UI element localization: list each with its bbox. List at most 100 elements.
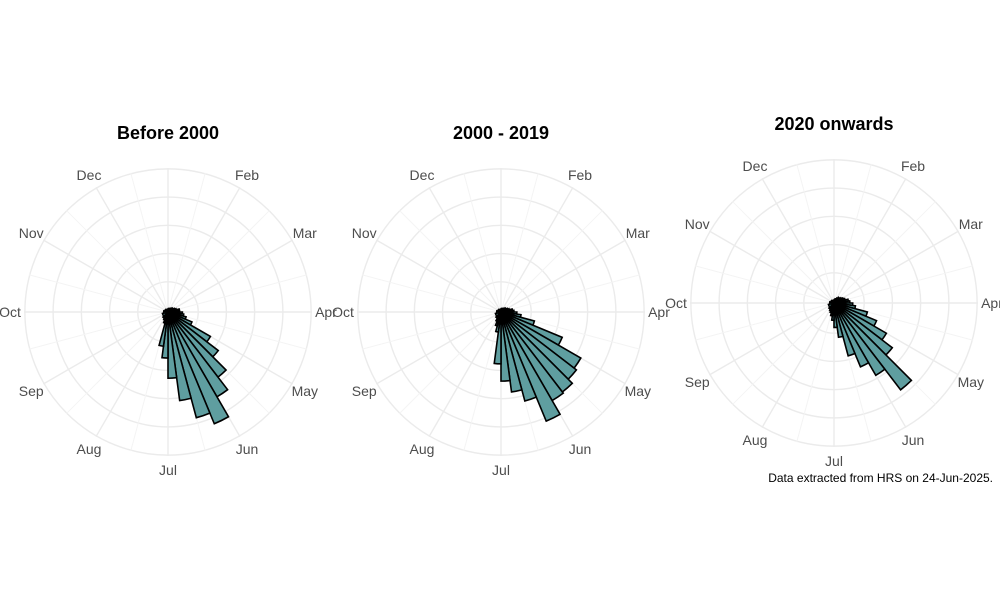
grid-spoke-minor [361, 311, 502, 350]
month-label-mar: Mar [626, 225, 650, 241]
panel-title: 2000 - 2019 [453, 123, 549, 143]
grid-spoke-minor [833, 265, 974, 304]
month-label-jul: Jul [492, 462, 510, 478]
month-label-oct: Oct [665, 295, 687, 311]
petal-bar [167, 311, 178, 380]
month-label-dec: Dec [410, 167, 435, 183]
grid-spoke [500, 186, 574, 313]
grid-spoke-minor [361, 274, 502, 313]
month-label-apr: Apr [981, 295, 1000, 311]
petal-bar [832, 299, 835, 304]
grid-spoke-minor [796, 302, 835, 443]
grid-spoke-minor [500, 274, 641, 313]
grid-spoke [833, 230, 960, 304]
petal-bar [499, 308, 502, 313]
month-label-dec: Dec [743, 158, 768, 174]
grid-spoke [167, 239, 294, 313]
month-label-may: May [958, 374, 984, 390]
grid-spoke-minor [694, 302, 835, 341]
petal-bar [500, 311, 538, 403]
grid-spoke [375, 311, 502, 385]
caption: Data extracted from HRS on 24-Jun-2025. [768, 471, 993, 485]
polar-grid [357, 168, 645, 456]
grid-spoke-minor [167, 209, 271, 313]
month-label-may: May [292, 383, 318, 399]
month-label-sep: Sep [19, 383, 44, 399]
grid-spoke [761, 177, 835, 304]
panel-2020-onwards: 2020 onwards Feb Mar Apr May Jun Jul Aug Sep Oct… [665, 114, 1000, 469]
month-label-nov: Nov [352, 225, 377, 241]
month-labels: Feb Mar Apr May Jun Jul Aug Sep Oct Nov Dec [0, 167, 337, 478]
panel-title: 2020 onwards [774, 114, 893, 134]
grid-spoke-minor [167, 172, 206, 313]
grid-spoke-minor [731, 200, 835, 304]
petal-bar [166, 308, 169, 313]
petal-bar [833, 302, 856, 357]
grid-spoke-minor [500, 172, 539, 313]
month-label-aug: Aug [410, 441, 435, 457]
grid-spoke [833, 177, 907, 304]
grid-spoke [167, 186, 241, 313]
month-label-jun: Jun [569, 441, 592, 457]
month-label-jun: Jun [902, 432, 925, 448]
grid-spoke-minor [167, 311, 308, 350]
month-label-aug: Aug [743, 432, 768, 448]
month-label-sep: Sep [685, 374, 710, 390]
month-label-feb: Feb [901, 158, 925, 174]
grid-spoke-minor [130, 172, 169, 313]
month-label-dec: Dec [77, 167, 102, 183]
petal-bar [500, 311, 562, 423]
grid-spoke-minor [833, 200, 937, 304]
grid-spoke [95, 311, 169, 438]
panel-before-2000: Before 2000 Feb Mar Apr May Jun Jul Aug Sep Oct N… [0, 123, 337, 478]
petal-bar [833, 302, 844, 339]
month-label-aug: Aug [77, 441, 102, 457]
grid-spoke [708, 302, 835, 376]
month-label-oct: Oct [0, 304, 21, 320]
grid-spoke-minor [65, 209, 169, 313]
panel-title: Before 2000 [117, 123, 219, 143]
grid-spoke-minor [463, 311, 502, 452]
month-labels: Feb Mar Apr May Jun Jul Aug Sep Oct Nov Dec [332, 167, 670, 478]
month-label-may: May [625, 383, 651, 399]
month-label-sep: Sep [352, 383, 377, 399]
month-label-mar: Mar [959, 216, 983, 232]
petal-bar [500, 311, 523, 393]
panel-2000-2019: 2000 - 2019 Feb Mar Apr May Jun Jul Aug Sep Oct N… [332, 123, 670, 478]
grid-spoke-minor [833, 163, 872, 304]
grid-spoke-minor [398, 311, 502, 415]
grid-spoke-minor [28, 311, 169, 350]
grid-spoke [500, 239, 627, 313]
grid-spoke [42, 239, 169, 313]
month-label-feb: Feb [568, 167, 592, 183]
month-label-jun: Jun [236, 441, 259, 457]
grid-spoke-minor [463, 172, 502, 313]
grid-spoke-minor [731, 302, 835, 406]
month-label-jul: Jul [825, 453, 843, 469]
grid-spoke [428, 311, 502, 438]
petal-bar [833, 302, 870, 368]
month-label-nov: Nov [19, 225, 44, 241]
grid-spoke-minor [167, 274, 308, 313]
grid-spoke [708, 230, 835, 304]
month-label-apr: Apr [315, 304, 337, 320]
grid-spoke-minor [694, 265, 835, 304]
polar-bars [827, 296, 913, 391]
month-labels: Feb Mar Apr May Jun Jul Aug Sep Oct Nov Dec [665, 158, 1000, 469]
grid-spoke-minor [398, 209, 502, 313]
petal-bar [500, 311, 511, 382]
month-label-mar: Mar [293, 225, 317, 241]
grid-spoke-minor [28, 274, 169, 313]
month-label-jul: Jul [159, 462, 177, 478]
month-label-feb: Feb [235, 167, 259, 183]
grid-spoke-minor [500, 209, 604, 313]
grid-spoke-minor [65, 311, 169, 415]
polar-bars [493, 306, 582, 423]
grid-spoke [95, 186, 169, 313]
polar-bars [158, 306, 230, 425]
month-label-apr: Apr [648, 304, 670, 320]
petal-bar [167, 311, 211, 419]
petal-bar [833, 302, 886, 377]
